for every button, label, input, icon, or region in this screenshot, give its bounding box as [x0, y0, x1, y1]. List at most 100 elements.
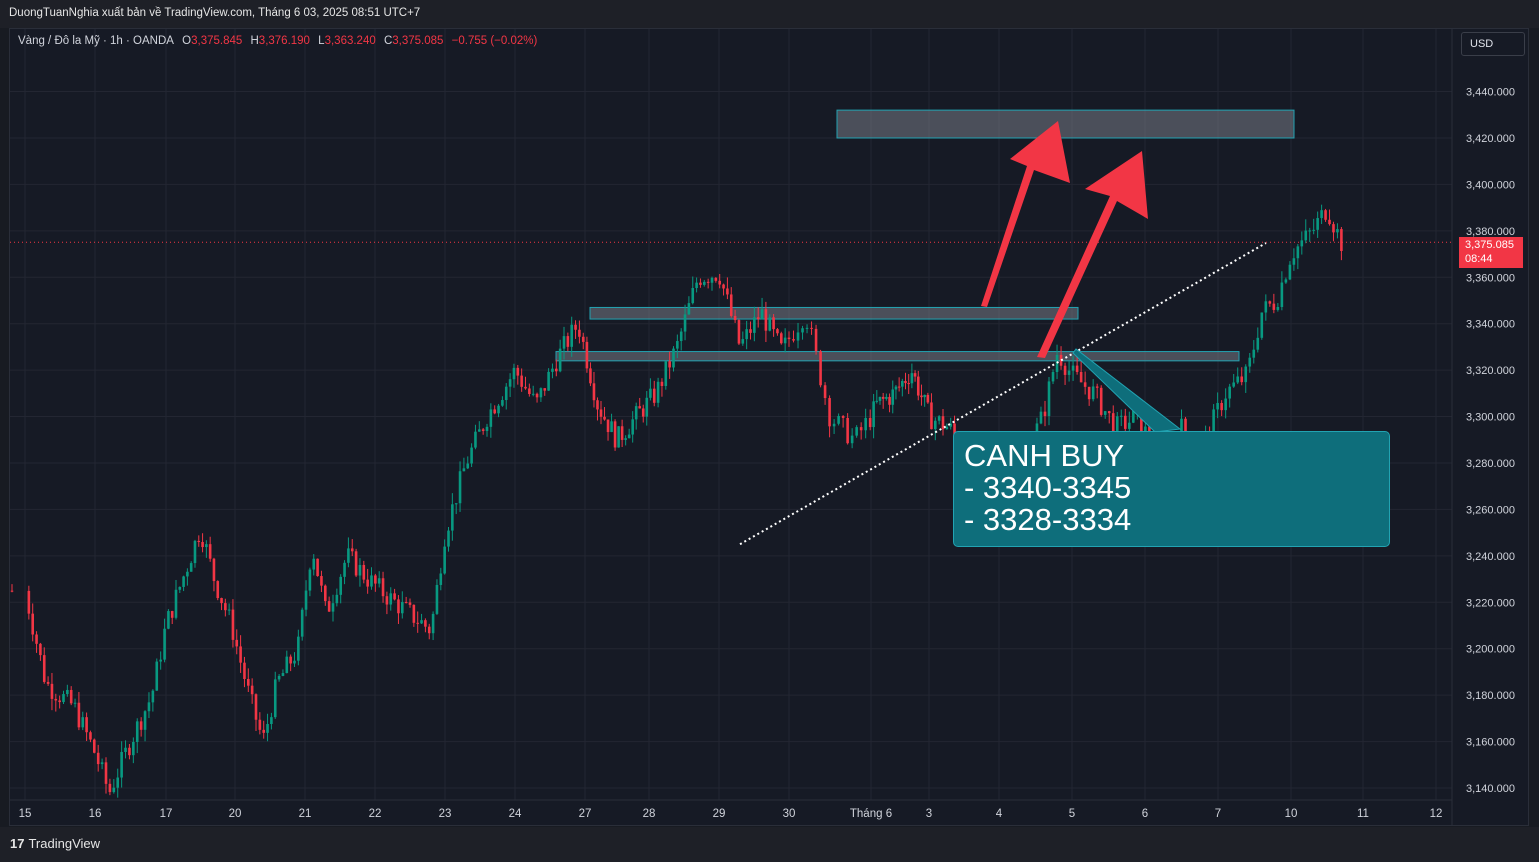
candle-body: [617, 426, 620, 448]
candle-body: [714, 277, 718, 281]
date-tick-label: 11: [1357, 808, 1369, 820]
candle-body: [1091, 386, 1095, 400]
candle-body: [197, 540, 201, 543]
candle-body: [331, 603, 335, 612]
candle-body: [1095, 386, 1099, 388]
last-price-tag: 3,375.085 08:44: [1459, 237, 1523, 268]
candle-body: [894, 386, 898, 390]
candle-body: [135, 721, 139, 742]
candle-body: [699, 282, 702, 285]
candle-body: [1087, 386, 1091, 400]
price-zones[interactable]: [555, 109, 1295, 362]
callout-zone-1: - 3340-3345: [964, 470, 1132, 505]
candle-body: [466, 463, 470, 469]
candle-body: [1047, 381, 1051, 417]
price-tick-label: 3,440.000: [1466, 87, 1515, 99]
candle-body: [167, 611, 170, 629]
candle-body: [374, 575, 377, 584]
candle-body: [535, 393, 539, 398]
candle-body: [427, 626, 431, 634]
candle-body: [913, 373, 917, 377]
candle-body: [182, 576, 185, 587]
tradingview-logo[interactable]: 17 TradingView: [10, 836, 100, 851]
price-zone: [589, 306, 1079, 320]
candle-body: [108, 783, 112, 793]
price-tick-label: 3,420.000: [1466, 133, 1515, 145]
candle-body: [393, 593, 396, 600]
candle-body: [516, 367, 520, 376]
candle-body: [620, 426, 624, 440]
candle-body: [31, 613, 34, 635]
candle-body: [481, 429, 485, 431]
candle-body: [574, 324, 577, 330]
candle-body: [934, 420, 937, 430]
chart-frame[interactable]: [9, 28, 1529, 826]
date-tick-label: 24: [509, 808, 522, 820]
candle-body: [155, 661, 159, 691]
candle-body: [1123, 415, 1127, 429]
candle-body: [1248, 357, 1252, 367]
candle-body: [247, 678, 250, 686]
candle-body: [676, 341, 679, 349]
candle-body: [58, 700, 61, 703]
candle-body: [1300, 240, 1304, 247]
candle-body: [787, 337, 791, 340]
candle-body: [1075, 365, 1079, 372]
candle-body: [10, 590, 14, 592]
candle-body: [945, 426, 949, 430]
candle-body: [128, 747, 131, 756]
candle-body: [1320, 210, 1323, 219]
candle-body: [435, 584, 439, 614]
symbol-label[interactable]: Vàng / Đô la Mỹ · 1h · OANDA: [18, 35, 174, 47]
close-label: C: [383, 35, 393, 47]
candle-body: [923, 394, 926, 398]
candle-body: [124, 747, 127, 752]
candle-body: [1140, 406, 1143, 434]
candle-body: [1332, 224, 1335, 233]
candle-body: [224, 603, 227, 611]
candle-body: [737, 320, 741, 344]
tv-logo-mark: 17: [10, 836, 25, 851]
currency-button[interactable]: USD: [1461, 32, 1525, 56]
candle-body: [837, 416, 840, 424]
candle-body: [1292, 258, 1296, 265]
candle-body: [201, 542, 204, 548]
candle-body: [116, 777, 120, 788]
candle-body: [589, 368, 592, 384]
candle-body: [578, 329, 581, 337]
drawings[interactable]: [739, 121, 1267, 546]
time-axis[interactable]: 15 16 17 20 21 22 23 24 27 28 29 30 Tháng 6 3 4 5 6 7 10 11…: [19, 808, 1443, 820]
callout-zone-2: - 3328-3334: [964, 502, 1132, 537]
date-tick-label: 7: [1215, 808, 1221, 820]
date-tick-label: 12: [1430, 808, 1443, 820]
candle-body: [592, 383, 596, 401]
candle-body: [143, 711, 147, 730]
high-value: 3,376.190: [258, 35, 310, 47]
candle-body: [316, 558, 319, 577]
candle-body: [1264, 301, 1268, 313]
candle-body: [370, 575, 373, 587]
buy-callout[interactable]: CANH BUY - 3340-3345 - 3328-3334: [953, 431, 1390, 547]
candle-body: [660, 381, 664, 387]
candle-body: [801, 328, 804, 333]
candle-body: [1304, 230, 1308, 241]
candle-body: [401, 602, 404, 614]
candle-body: [1340, 229, 1343, 251]
candle-body: [531, 393, 535, 395]
candle-body: [385, 596, 389, 605]
candle-body: [231, 609, 235, 640]
candle-body: [855, 427, 858, 436]
candle-body: [132, 741, 135, 756]
candle-body: [474, 431, 477, 448]
candle-body: [1111, 413, 1115, 435]
candle-body: [805, 327, 809, 329]
price-axis[interactable]: 3,140.000 3,160.000 3,180.000 3,200.000 3,22…: [1466, 87, 1515, 795]
candle-body: [558, 348, 562, 372]
candle-body: [780, 333, 783, 344]
price-tick-label: 3,240.000: [1466, 551, 1515, 563]
candle-body: [424, 620, 427, 627]
tv-brand: TradingView: [28, 836, 101, 851]
candle-body: [239, 646, 242, 663]
candle-body: [641, 408, 645, 417]
